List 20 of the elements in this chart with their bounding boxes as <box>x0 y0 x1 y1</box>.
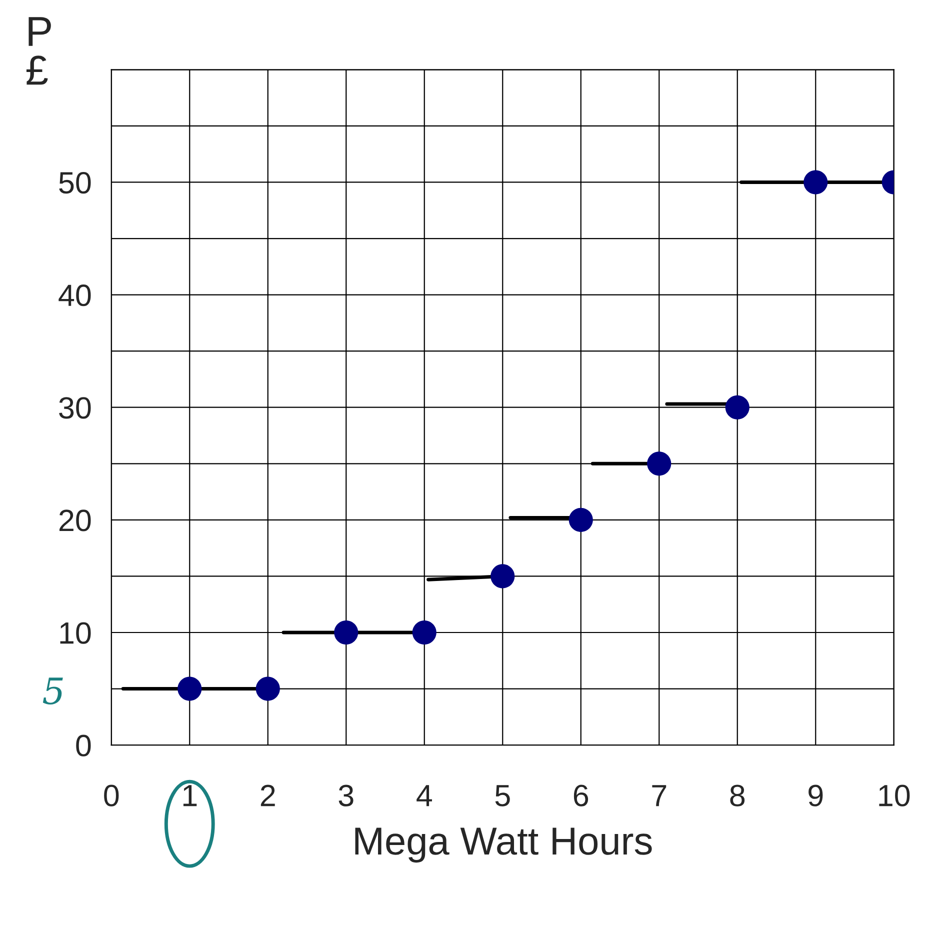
y-tick-label: 40 <box>58 284 91 306</box>
y-tick-label: 30 <box>59 397 91 419</box>
text: 5 <box>42 678 63 704</box>
y-axis-title: P £ <box>26 17 51 85</box>
x-tick-label: 9 <box>808 784 823 806</box>
y-tick-label: 10 <box>60 622 91 644</box>
x-tick-label: 4 <box>416 785 432 806</box>
x-tick-label: 0 <box>104 784 119 806</box>
x-tick-label: 2 <box>260 784 275 806</box>
x-tick-label: 7 <box>652 785 666 806</box>
x-tick-label: 1 <box>183 785 197 806</box>
x-tick-label: 5 <box>495 785 510 806</box>
x-axis-title: Mega Watt Hours <box>355 828 652 863</box>
x-tick-label: 10 <box>879 784 910 806</box>
y-tick-label: 20 <box>59 510 91 532</box>
x-tick-label: 8 <box>730 784 745 806</box>
x-tick-label: 3 <box>338 784 354 806</box>
y-tick-label: 0 <box>76 734 91 756</box>
x-tick-label: 6 <box>574 784 588 806</box>
y-tick-label: 50 <box>59 172 91 194</box>
